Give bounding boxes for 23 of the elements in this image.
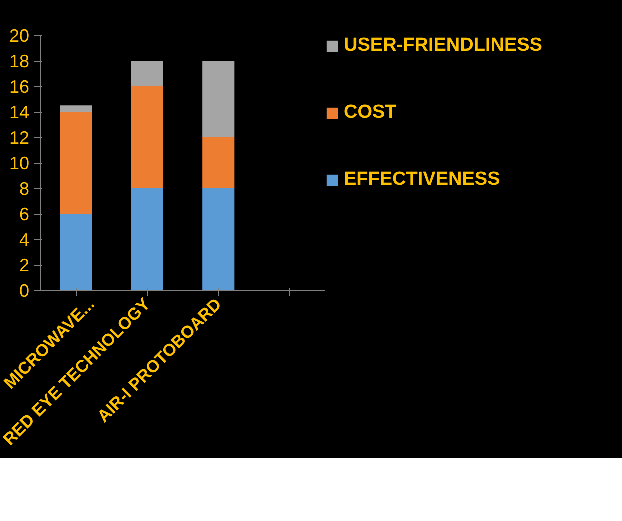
y-tick-label: 0 [19,281,30,301]
legend-label: EFFECTIVENESS [344,169,500,191]
y-tick-label: 10 [9,154,30,174]
bar [202,61,235,138]
y-tick-label: 14 [9,102,30,122]
y-tick-label: 18 [9,52,30,72]
bar [60,106,92,112]
y-tick-label: 4 [19,230,30,250]
bar [131,188,164,290]
y-tick-label: 2 [19,256,30,276]
y-tick-label: 6 [19,204,30,224]
legend-label: COST [344,102,397,124]
bar [60,112,92,214]
legend-label: USER-FRIENDLINESS [344,35,542,57]
y-tick-label: 16 [9,77,30,97]
y-tick-label: 12 [9,128,30,148]
y-tick-label: 20 [9,26,30,46]
bar [131,61,164,86]
bar [131,86,164,188]
bar [202,188,235,290]
bar [202,138,235,188]
y-tick-label: 8 [19,179,30,199]
bar [60,214,92,290]
